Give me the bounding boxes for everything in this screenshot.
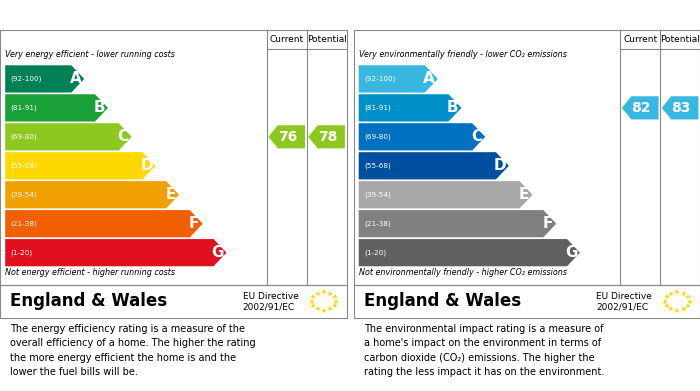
Text: (1-20): (1-20) xyxy=(364,249,386,256)
Polygon shape xyxy=(358,239,580,266)
Polygon shape xyxy=(5,181,179,208)
Text: (55-68): (55-68) xyxy=(364,163,391,169)
Text: (92-100): (92-100) xyxy=(10,75,42,82)
Polygon shape xyxy=(358,65,438,93)
Text: F: F xyxy=(542,216,553,231)
Text: EU Directive
2002/91/EC: EU Directive 2002/91/EC xyxy=(242,292,298,311)
Polygon shape xyxy=(5,210,203,237)
Text: B: B xyxy=(447,100,458,115)
Text: (39-54): (39-54) xyxy=(10,192,37,198)
Polygon shape xyxy=(5,239,227,266)
Polygon shape xyxy=(358,94,461,122)
Text: Not environmentally friendly - higher CO₂ emissions: Not environmentally friendly - higher CO… xyxy=(358,268,567,277)
Text: (69-80): (69-80) xyxy=(364,134,391,140)
Polygon shape xyxy=(358,210,556,237)
Text: EU Directive
2002/91/EC: EU Directive 2002/91/EC xyxy=(596,292,652,311)
Text: B: B xyxy=(94,100,105,115)
Polygon shape xyxy=(5,65,84,93)
Text: C: C xyxy=(471,129,482,144)
Text: England & Wales: England & Wales xyxy=(10,292,167,310)
Text: (55-68): (55-68) xyxy=(10,163,37,169)
Text: A: A xyxy=(70,72,81,86)
Text: E: E xyxy=(519,187,529,202)
Text: D: D xyxy=(494,158,507,173)
Text: England & Wales: England & Wales xyxy=(364,292,521,310)
Text: Very environmentally friendly - lower CO₂ emissions: Very environmentally friendly - lower CO… xyxy=(358,50,566,59)
Polygon shape xyxy=(358,123,485,151)
Text: G: G xyxy=(211,245,224,260)
Text: Environmental Impact (CO₂) Rating: Environmental Impact (CO₂) Rating xyxy=(364,9,626,22)
Polygon shape xyxy=(308,125,345,149)
Text: (69-80): (69-80) xyxy=(10,134,37,140)
Text: A: A xyxy=(424,72,435,86)
Text: (21-38): (21-38) xyxy=(364,221,391,227)
Text: (92-100): (92-100) xyxy=(364,75,395,82)
Polygon shape xyxy=(622,96,659,119)
Text: Current: Current xyxy=(623,35,657,44)
Text: 76: 76 xyxy=(278,130,298,144)
Text: 83: 83 xyxy=(671,101,691,115)
Polygon shape xyxy=(5,123,132,151)
Text: Current: Current xyxy=(270,35,304,44)
Text: (81-91): (81-91) xyxy=(364,105,391,111)
Polygon shape xyxy=(662,96,699,119)
Text: G: G xyxy=(565,245,578,260)
Text: Very energy efficient - lower running costs: Very energy efficient - lower running co… xyxy=(5,50,175,59)
Polygon shape xyxy=(358,152,509,179)
Text: Potential: Potential xyxy=(307,35,346,44)
Text: The energy efficiency rating is a measure of the
overall efficiency of a home. T: The energy efficiency rating is a measur… xyxy=(10,324,256,377)
Polygon shape xyxy=(358,181,533,208)
Text: Not energy efficient - higher running costs: Not energy efficient - higher running co… xyxy=(5,268,175,277)
Text: 82: 82 xyxy=(631,101,651,115)
Text: (1-20): (1-20) xyxy=(10,249,32,256)
Text: F: F xyxy=(189,216,199,231)
Polygon shape xyxy=(5,94,108,122)
Text: C: C xyxy=(118,129,129,144)
Polygon shape xyxy=(5,152,155,179)
Text: Potential: Potential xyxy=(660,35,700,44)
Text: 78: 78 xyxy=(318,130,337,144)
Text: (81-91): (81-91) xyxy=(10,105,37,111)
Text: D: D xyxy=(141,158,153,173)
Text: (21-38): (21-38) xyxy=(10,221,37,227)
Polygon shape xyxy=(268,125,305,149)
Text: E: E xyxy=(165,187,176,202)
Text: (39-54): (39-54) xyxy=(364,192,391,198)
Text: Energy Efficiency Rating: Energy Efficiency Rating xyxy=(10,9,194,22)
Text: The environmental impact rating is a measure of
a home's impact on the environme: The environmental impact rating is a mea… xyxy=(364,324,604,377)
